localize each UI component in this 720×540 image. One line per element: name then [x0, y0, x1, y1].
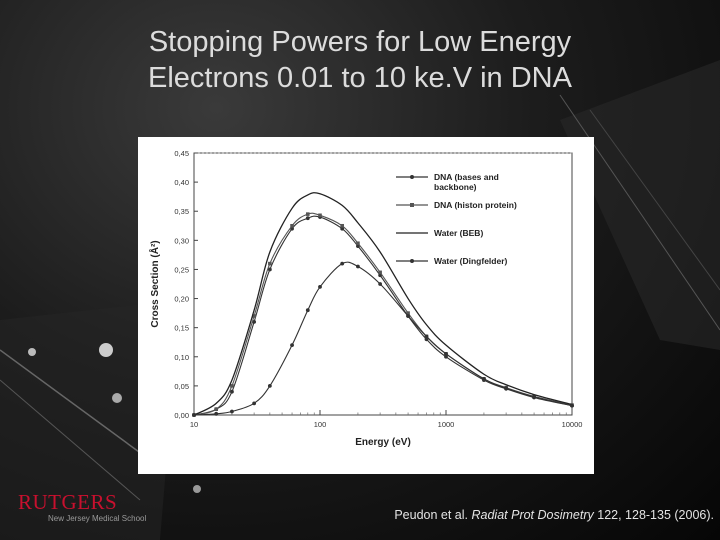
- x-tick-label: 10: [190, 420, 198, 429]
- series-0-marker: [230, 389, 234, 394]
- decorative-dot: [28, 348, 36, 356]
- series-3-marker: [318, 285, 322, 289]
- series-line-1: [193, 212, 573, 416]
- series-1-marker: [268, 261, 272, 266]
- y-tick-label: 0,15: [174, 324, 189, 333]
- legend-marker-0: [410, 175, 414, 179]
- series-3-marker: [267, 383, 272, 388]
- series-1-marker: [230, 384, 234, 388]
- citation-journal: Radiat Prot Dosimetry: [471, 508, 594, 522]
- decorative-dot: [99, 343, 113, 357]
- series-0-marker: [444, 354, 448, 359]
- series-1-marker: [305, 212, 310, 216]
- series-1-marker: [318, 213, 322, 218]
- series-3-marker: [305, 308, 310, 313]
- rutgers-logo: RUTGERS New Jersey Medical School: [18, 490, 148, 524]
- series-3-marker: [230, 409, 234, 414]
- y-tick-label: 0,00: [174, 411, 189, 420]
- series-1-marker: [406, 311, 410, 315]
- series-0-marker: [424, 337, 429, 342]
- series-1-marker: [378, 270, 382, 275]
- series-3-marker: [378, 282, 383, 286]
- series-3-marker: [532, 395, 536, 399]
- cross-section-chart: 0,00 0,05 0,10 0,15 0,20 0,25 0,30 0,35 0,40 0,45…: [148, 149, 583, 448]
- slide-title: Stopping Powers for Low Energy Electrons…: [40, 24, 680, 96]
- legend-marker-3: [410, 259, 414, 263]
- y-tick-label: 0,05: [174, 382, 189, 391]
- y-tick-label: 0,30: [174, 236, 189, 245]
- y-tick-label: 0,40: [174, 178, 189, 187]
- series-3-marker: [444, 351, 448, 356]
- x-tick-label: 10000: [562, 420, 583, 429]
- legend-label-0: DNA (bases and backbone): [434, 172, 499, 192]
- citation-details: 122, 128-135 (2006).: [593, 508, 714, 522]
- logo-subtitle: New Jersey Medical School: [48, 514, 147, 523]
- series-line-3: [193, 261, 573, 416]
- logo-wordmark: RUTGERS: [18, 490, 118, 514]
- series-3-marker: [406, 314, 410, 318]
- series-3-marker: [356, 264, 360, 269]
- plot-frame: [193, 152, 573, 416]
- legend-marker-1: [410, 203, 414, 207]
- series-1-marker: [340, 223, 344, 228]
- title-line-2: Electrons 0.01 to 10 ke.V in DNA: [148, 62, 572, 94]
- decorative-dot: [112, 393, 122, 403]
- legend-label-1: DNA (histon protein): [434, 200, 517, 210]
- series-3-marker: [214, 411, 219, 416]
- y-axis-label: Cross Section (Å²): [148, 240, 161, 327]
- series-1-marker: [290, 223, 294, 228]
- series-1-marker: [356, 241, 360, 246]
- legend-label-3: Water (Dingfelder): [434, 256, 508, 266]
- series-line-0: [193, 215, 573, 416]
- y-tick-label: 0,45: [174, 149, 189, 158]
- series-3-marker: [570, 403, 574, 408]
- series-0-marker: [340, 226, 345, 231]
- decorative-dot: [193, 485, 201, 493]
- chart-figure: 0,00 0,05 0,10 0,15 0,20 0,25 0,30 0,35 0,40 0,45…: [138, 137, 594, 474]
- series-line-2: [193, 192, 573, 416]
- y-tick-label: 0,10: [174, 353, 189, 362]
- y-tick-label: 0,20: [174, 295, 189, 304]
- y-tick-label: 0,35: [174, 207, 189, 216]
- series-3-marker: [504, 386, 509, 391]
- series-3-marker: [340, 261, 345, 266]
- series-3-marker: [290, 343, 294, 348]
- x-tick-label: 100: [314, 420, 327, 429]
- series-3-marker: [192, 413, 196, 417]
- series-0-marker: [305, 216, 310, 221]
- series-3-marker: [482, 377, 486, 381]
- citation-authors: Peudon et al.: [394, 508, 472, 522]
- series-0-marker: [267, 267, 272, 272]
- series-1-marker: [252, 314, 256, 318]
- y-tick-label: 0,25: [174, 265, 189, 274]
- series-1-marker: [214, 407, 218, 411]
- x-tick-label: 1000: [438, 420, 455, 429]
- citation: Peudon et al. Radiat Prot Dosimetry 122,…: [394, 508, 714, 522]
- legend-label-2: Water (BEB): [434, 228, 483, 238]
- title-line-1: Stopping Powers for Low Energy: [148, 26, 572, 58]
- series-3-marker: [424, 334, 429, 339]
- x-axis-label: Energy (eV): [355, 437, 411, 448]
- series-3-marker: [252, 401, 257, 406]
